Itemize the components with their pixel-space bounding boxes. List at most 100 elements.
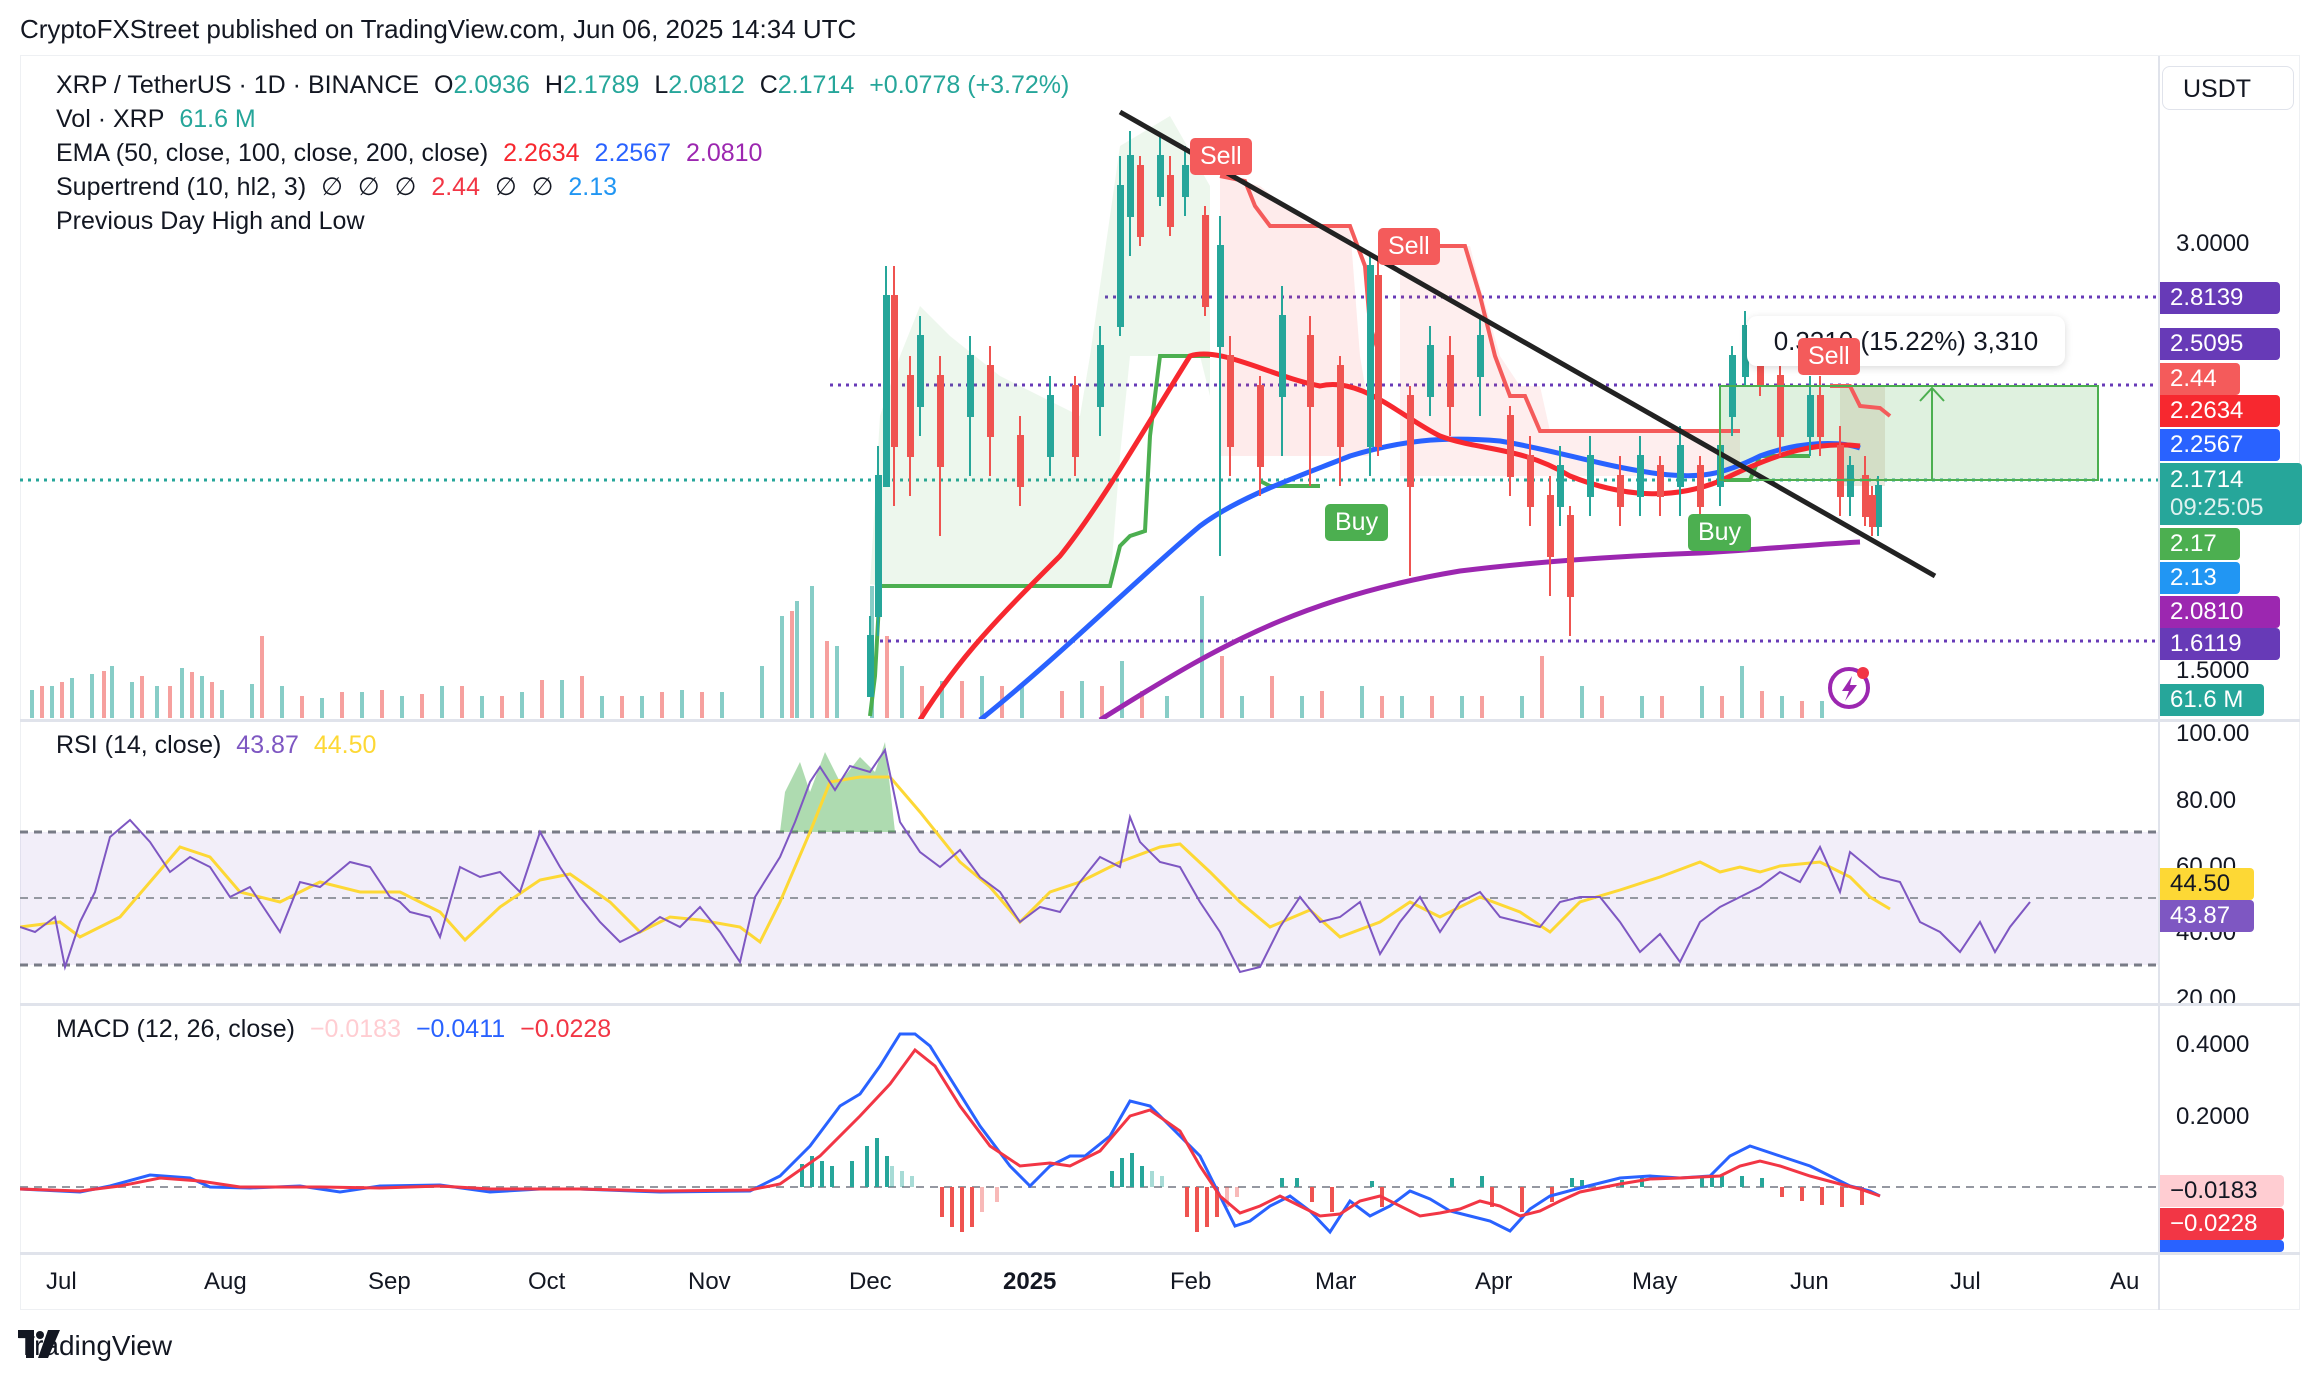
pane-separator[interactable]: [20, 719, 2300, 722]
ohlc-close: 2.1714: [777, 71, 855, 99]
rsi-ma-line: [20, 775, 1891, 945]
ema-label: EMA (50, close, 100, close, 200, close): [56, 139, 489, 167]
label-macd-hist: −0.0183: [2160, 1175, 2284, 1207]
sell-signal-1[interactable]: Sell: [1190, 138, 1252, 175]
label-macd-signal: −0.0228: [2160, 1208, 2284, 1240]
macd-pane[interactable]: MACD (12, 26, close) −0.0183 −0.0411 −0.…: [20, 1006, 2158, 1252]
currency-button[interactable]: USDT: [2162, 66, 2294, 110]
na-value: ∅: [357, 173, 380, 201]
label-last-price: 2.1714 09:25:05: [2160, 463, 2302, 525]
ema-row[interactable]: EMA (50, close, 100, close, 200, close) …: [56, 136, 1077, 170]
bar-countdown: 09:25:05: [2170, 494, 2264, 521]
rsi-pane[interactable]: RSI (14, close) 43.87 44.50: [20, 722, 2158, 1004]
rsi-chart-svg: [20, 742, 2158, 974]
label-volume: 61.6 M: [2160, 684, 2264, 716]
volume-label: Vol · XRP: [56, 105, 165, 133]
main-price-pane[interactable]: XRP / TetherUS · 1D · BINANCE O2.0936 H2…: [20, 56, 2158, 720]
supertrend-fills: [870, 116, 2098, 586]
volume-value: 61.6 M: [179, 105, 256, 133]
label-supertrend-upper: 2.44: [2160, 363, 2240, 395]
rsi-line: [20, 747, 2031, 974]
month-label: Jul: [46, 1268, 77, 1295]
macd-label: MACD (12, 26, close): [56, 1015, 295, 1043]
ohlc-low: 2.0812: [668, 71, 745, 99]
measure-arrow: [1719, 385, 2099, 481]
symbol-title[interactable]: XRP / TetherUS · 1D · BINANCE: [56, 71, 420, 99]
label-ema100: 2.2567: [2160, 429, 2280, 461]
month-label: Sep: [368, 1268, 411, 1295]
month-label: Mar: [1315, 1268, 1357, 1295]
rsi-tick-100: 100.00: [2176, 720, 2250, 747]
tradingview-logo-icon: [18, 1330, 60, 1358]
candles: [867, 131, 1882, 697]
ema50-value: 2.2634: [503, 139, 580, 167]
macd-hist-value: −0.0183: [309, 1015, 401, 1043]
publisher-caption: CryptoFXStreet published on TradingView.…: [20, 14, 857, 44]
rsi-axis[interactable]: [2158, 722, 2302, 1004]
chart-frame: [20, 55, 2300, 1310]
rsi-tick-80: 80.00: [2176, 787, 2237, 814]
supertrend-upper-value: 2.44: [431, 173, 480, 201]
label-macd-line: [2160, 1240, 2284, 1252]
month-label: Jun: [1790, 1268, 1829, 1295]
sell-signal-3[interactable]: Sell: [1798, 338, 1860, 375]
rsi-tick-20: 20.00: [2176, 985, 2237, 1012]
pdhl-row[interactable]: Previous Day High and Low: [56, 204, 1077, 238]
ema200-line: [1098, 539, 1861, 720]
volume-row[interactable]: Vol · XRP 61.6 M: [56, 102, 1077, 136]
pdhl-label: Previous Day High and Low: [56, 207, 365, 235]
label-pdl: 1.6119: [2160, 628, 2280, 660]
symbol-row: XRP / TetherUS · 1D · BINANCE O2.0936 H2…: [56, 71, 1070, 99]
month-label: May: [1632, 1268, 1678, 1295]
main-legend: XRP / TetherUS · 1D · BINANCE O2.0936 H2…: [56, 68, 1077, 238]
macd-value: −0.0411: [415, 1015, 506, 1043]
supertrend-row[interactable]: Supertrend (10, hl2, 3) ∅ ∅ ∅ 2.44 ∅ ∅ 2…: [56, 170, 1077, 204]
lightning-alert-icon[interactable]: [1827, 664, 1873, 710]
price-change: +0.0778 (+3.72%): [869, 71, 1070, 99]
na-value: ∅: [321, 173, 343, 201]
time-axis-corner: [2158, 1255, 2302, 1310]
month-label: Jul: [1950, 1268, 1981, 1295]
pane-separator[interactable]: [20, 1003, 2300, 1006]
ohlc-open: 2.0936: [453, 71, 530, 99]
macd-tick-0-4: 0.4000: [2176, 1031, 2250, 1058]
time-axis[interactable]: Jul Aug Sep Oct Nov Dec 2025 Feb Mar Apr…: [20, 1255, 2158, 1310]
rsi-ma-value: 44.50: [313, 731, 377, 759]
ema200-value: 2.0810: [685, 139, 763, 167]
sell-signal-2[interactable]: Sell: [1378, 228, 1440, 265]
month-label: Oct: [528, 1268, 566, 1295]
time-axis-separator: [20, 1252, 2300, 1255]
macd-signal-value: −0.0228: [520, 1015, 612, 1043]
month-label: Dec: [849, 1268, 892, 1295]
label-pdh: 2.8139: [2160, 282, 2280, 314]
macd-histogram: [800, 1138, 1864, 1232]
label-rsi-ma: 44.50: [2160, 868, 2254, 900]
na-value: ∅: [531, 173, 554, 201]
price-axis[interactable]: [2158, 56, 2302, 720]
macd-axis[interactable]: [2158, 1006, 2302, 1252]
measure-tooltip: 0.3310 (15.22%) 3,310: [1747, 316, 2065, 366]
label-level: 2.5095: [2160, 328, 2280, 360]
rsi-value: 43.87: [236, 731, 299, 759]
buy-signal-1[interactable]: Buy: [1325, 504, 1389, 541]
year-label: 2025: [1003, 1268, 1057, 1295]
month-label: Au: [2110, 1268, 2140, 1295]
supertrend-label: Supertrend (10, hl2, 3): [56, 173, 307, 201]
rsi-legend[interactable]: RSI (14, close) 43.87 44.50: [56, 728, 384, 762]
label-rsi: 43.87: [2160, 900, 2254, 932]
volume-bars: [30, 586, 1824, 718]
label-supertrend-lower: 2.13: [2160, 562, 2240, 594]
signal-line: [20, 1047, 1881, 1218]
rsi-label: RSI (14, close): [56, 731, 222, 759]
macd-legend[interactable]: MACD (12, 26, close) −0.0183 −0.0411 −0.…: [56, 1012, 619, 1046]
supertrend-lower-value: 2.13: [568, 173, 618, 201]
label-supertrend-green: 2.17: [2160, 528, 2240, 560]
last-price-value: 2.1714: [2170, 466, 2244, 493]
price-tick-1-5: 1.5000: [2176, 657, 2250, 684]
month-label: Feb: [1170, 1268, 1212, 1295]
label-ema200: 2.0810: [2160, 596, 2280, 628]
ema100-value: 2.2567: [594, 139, 672, 167]
buy-signal-2[interactable]: Buy: [1688, 514, 1752, 551]
price-tick-3: 3.0000: [2176, 230, 2250, 257]
tradingview-logo[interactable]: TradingView: [18, 1330, 172, 1362]
